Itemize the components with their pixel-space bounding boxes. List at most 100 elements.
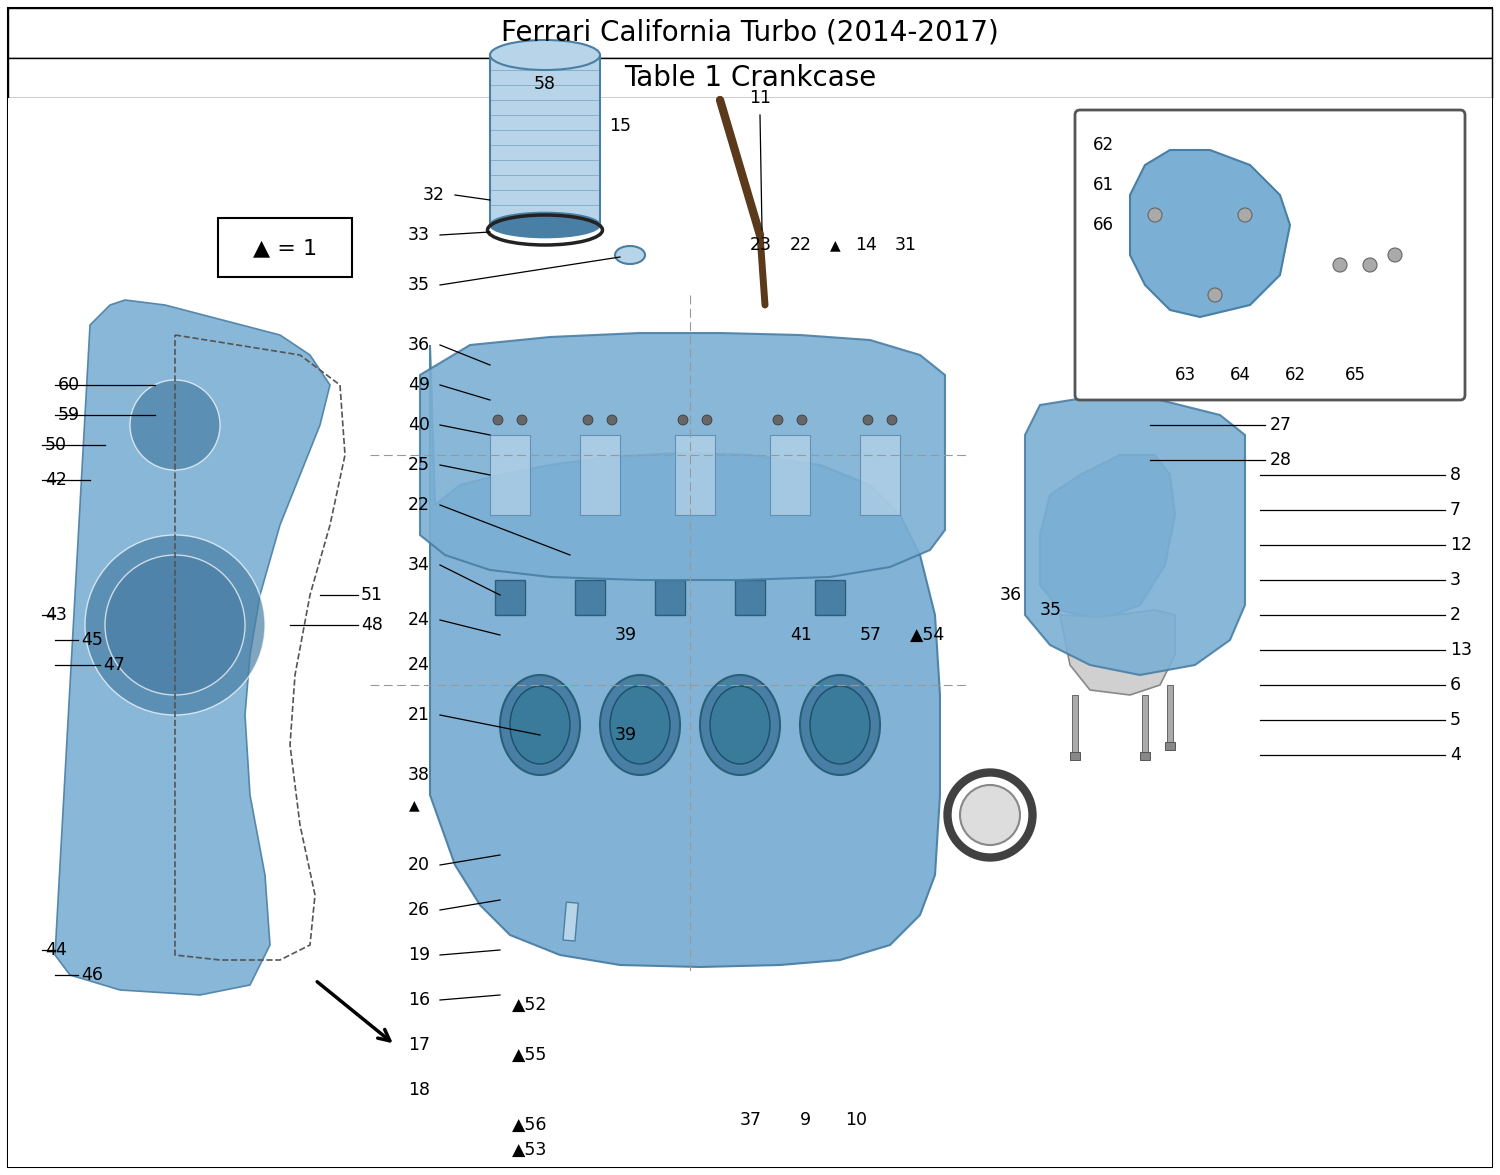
Text: ▲55: ▲55 (513, 1046, 548, 1065)
Circle shape (702, 415, 712, 425)
Text: 42: 42 (45, 471, 68, 489)
Text: 24: 24 (408, 656, 430, 674)
Bar (1166, 741, 1174, 750)
Text: 58: 58 (534, 75, 556, 93)
Circle shape (105, 555, 244, 694)
Text: 2: 2 (1450, 606, 1461, 624)
Bar (1142, 694, 1148, 756)
Text: ▲ = 1: ▲ = 1 (254, 239, 316, 258)
Text: 36: 36 (1000, 586, 1022, 604)
Text: 7: 7 (1450, 501, 1461, 519)
Bar (770, 435, 810, 515)
Text: 65: 65 (1346, 365, 1366, 384)
Text: ▲52: ▲52 (513, 996, 548, 1014)
Bar (859, 435, 900, 515)
Circle shape (608, 415, 616, 425)
Text: ▲53: ▲53 (513, 1141, 548, 1159)
Text: 41: 41 (790, 626, 812, 644)
Text: ▲: ▲ (410, 798, 420, 812)
Text: 50: 50 (45, 436, 68, 454)
Circle shape (1238, 208, 1252, 222)
Circle shape (518, 415, 526, 425)
Text: 25: 25 (408, 456, 430, 474)
Ellipse shape (610, 686, 670, 764)
Text: 45: 45 (81, 631, 104, 649)
Text: 10: 10 (844, 1112, 867, 1129)
Text: 51: 51 (362, 586, 382, 604)
Text: 17: 17 (408, 1036, 430, 1054)
Text: 26: 26 (408, 901, 430, 919)
Bar (675, 435, 716, 515)
Ellipse shape (810, 686, 870, 764)
Text: 48: 48 (362, 616, 382, 635)
Text: 4: 4 (1450, 746, 1461, 764)
Text: 66: 66 (1094, 216, 1114, 234)
Text: 63: 63 (1174, 365, 1196, 384)
Bar (490, 435, 530, 515)
Text: 64: 64 (1230, 365, 1251, 384)
Text: 60: 60 (58, 376, 80, 394)
Text: 40: 40 (408, 416, 430, 434)
Circle shape (494, 415, 502, 425)
Circle shape (584, 415, 592, 425)
Ellipse shape (960, 785, 1020, 845)
Text: 9: 9 (800, 1112, 812, 1129)
Text: 11: 11 (748, 89, 771, 107)
Ellipse shape (615, 246, 645, 264)
Text: 14: 14 (855, 236, 877, 254)
Text: 34: 34 (408, 556, 430, 575)
Circle shape (1334, 258, 1347, 271)
Text: Table 1 Crankcase: Table 1 Crankcase (624, 63, 876, 92)
Text: 38: 38 (408, 766, 430, 784)
Polygon shape (430, 345, 940, 967)
Text: 8: 8 (1450, 466, 1461, 484)
Circle shape (130, 380, 220, 470)
Bar (580, 435, 620, 515)
Circle shape (86, 535, 266, 716)
Bar (8, 58, 1492, 98)
Text: 35: 35 (1040, 600, 1062, 619)
Bar (574, 580, 604, 615)
Text: 61: 61 (1094, 176, 1114, 194)
Circle shape (772, 415, 783, 425)
FancyBboxPatch shape (217, 219, 352, 277)
Ellipse shape (600, 674, 680, 776)
Ellipse shape (800, 674, 880, 776)
Text: 37: 37 (740, 1112, 762, 1129)
Text: 22: 22 (408, 496, 430, 513)
Text: ▲: ▲ (830, 239, 840, 251)
Circle shape (862, 415, 873, 425)
Text: 19: 19 (408, 946, 430, 964)
Ellipse shape (490, 213, 600, 237)
Ellipse shape (510, 686, 570, 764)
Text: 23: 23 (750, 236, 772, 254)
Ellipse shape (710, 686, 770, 764)
Polygon shape (420, 333, 945, 580)
Circle shape (1208, 288, 1222, 302)
Bar (1167, 685, 1173, 745)
Circle shape (886, 415, 897, 425)
Text: 39: 39 (615, 626, 638, 644)
Text: 49: 49 (408, 376, 430, 394)
Text: ▲56: ▲56 (512, 1116, 548, 1134)
Ellipse shape (500, 674, 580, 776)
Bar (1140, 752, 1150, 760)
Text: 31: 31 (896, 236, 916, 254)
Circle shape (1148, 208, 1162, 222)
Bar (1072, 694, 1078, 756)
Text: 44: 44 (45, 941, 66, 959)
Text: 20: 20 (408, 857, 430, 874)
Text: 32: 32 (423, 186, 445, 204)
Circle shape (1388, 248, 1402, 262)
Polygon shape (1130, 150, 1290, 317)
Text: 46: 46 (81, 966, 104, 983)
Circle shape (678, 415, 688, 425)
Text: 59: 59 (58, 407, 80, 424)
Polygon shape (1040, 455, 1174, 620)
Bar (735, 580, 765, 615)
Text: 62: 62 (1286, 365, 1306, 384)
Text: 28: 28 (1270, 451, 1292, 469)
Circle shape (796, 415, 807, 425)
Text: 39: 39 (615, 726, 638, 744)
Bar (1070, 752, 1080, 760)
